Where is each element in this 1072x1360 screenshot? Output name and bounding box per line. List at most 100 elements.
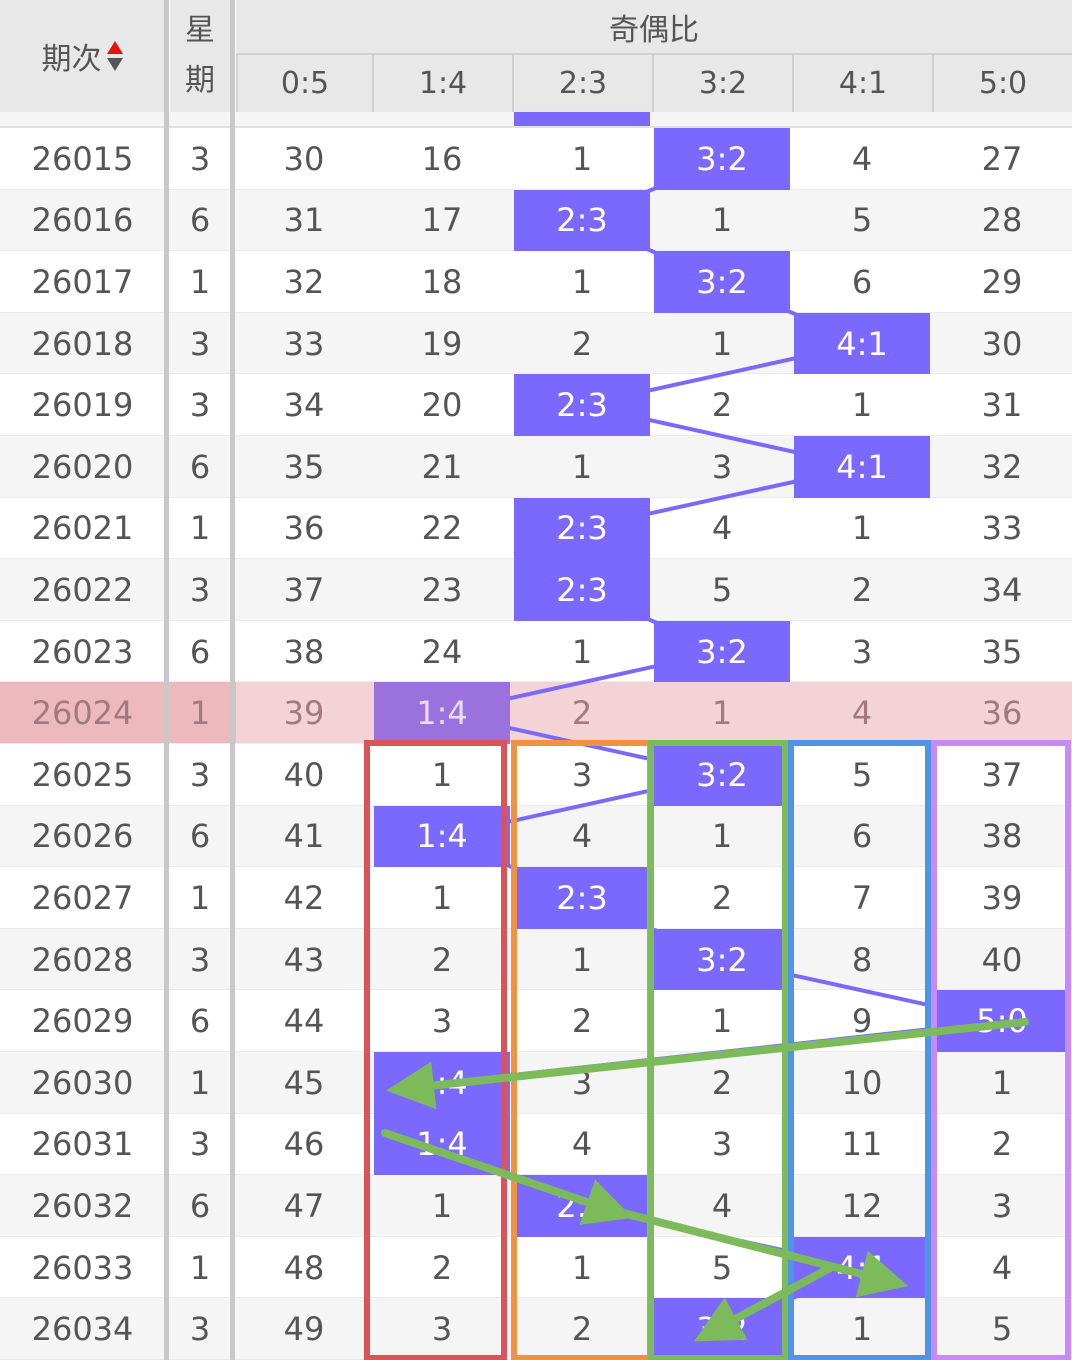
column-header-1-4: 1:4 — [372, 55, 512, 112]
weekday-cell: 1 — [189, 878, 211, 917]
count-cell: 27 — [981, 139, 1023, 178]
divider — [230, 0, 235, 1360]
count-cell: 3 — [571, 1063, 593, 1102]
count-cell: 31 — [981, 386, 1023, 425]
issue-cell: 26020 — [31, 447, 134, 486]
header-odd-even-ratio: 奇偶比 — [236, 0, 1072, 55]
hit-cell: 1:4 — [374, 682, 510, 744]
count-cell: 37 — [283, 570, 325, 609]
count-cell: 17 — [421, 201, 463, 240]
count-cell: 30 — [981, 324, 1023, 363]
count-cell: 4 — [711, 509, 733, 548]
issue-cell: 26021 — [31, 509, 134, 548]
column-header-2-3: 2:3 — [512, 55, 652, 112]
count-cell: 3 — [431, 1002, 453, 1041]
issue-cell: 26026 — [31, 817, 134, 856]
count-cell: 2 — [711, 1063, 733, 1102]
column-header-0-5: 0:5 — [236, 55, 372, 112]
count-cell: 6 — [851, 262, 873, 301]
weekday-cell: 3 — [189, 570, 211, 609]
hit-cell: 3:2 — [654, 620, 790, 683]
issue-cell: 26022 — [31, 570, 134, 609]
weekday-cell: 3 — [189, 1125, 211, 1164]
hit-cell: 5:0 — [934, 990, 1070, 1052]
count-cell: 43 — [283, 940, 325, 979]
count-cell: 2 — [571, 324, 593, 363]
hit-cell: 1:4 — [374, 1052, 510, 1114]
count-cell: 5 — [991, 1310, 1013, 1349]
count-cell: 22 — [421, 509, 463, 548]
count-cell: 3 — [711, 447, 733, 486]
count-cell: 1 — [431, 1186, 453, 1225]
hit-cell: 2:3 — [514, 189, 650, 252]
count-cell: 1 — [851, 509, 873, 548]
table-row[interactable] — [0, 251, 1072, 313]
hit-cell: 3:2 — [654, 1298, 790, 1360]
count-cell: 1 — [851, 386, 873, 425]
weekday-cell: 1 — [189, 509, 211, 548]
count-cell: 40 — [981, 940, 1023, 979]
issue-cell: 26030 — [31, 1063, 134, 1102]
count-cell: 1 — [711, 324, 733, 363]
count-cell: 28 — [981, 201, 1023, 240]
count-cell: 42 — [283, 878, 325, 917]
hit-cell: 4:1 — [794, 312, 930, 375]
count-cell: 3 — [431, 1310, 453, 1349]
count-cell: 5 — [851, 201, 873, 240]
hit-cell: 4:1 — [794, 436, 930, 498]
hit-cell: 3:2 — [654, 744, 790, 806]
weekday-cell: 6 — [189, 1186, 211, 1225]
column-header-5-0: 5:0 — [932, 55, 1072, 112]
count-cell: 21 — [421, 447, 463, 486]
hit-cell: 2:3 — [514, 867, 650, 929]
count-cell: 23 — [421, 570, 463, 609]
count-cell: 37 — [981, 755, 1023, 794]
sort-up-down-icon[interactable] — [106, 39, 124, 73]
count-cell: 3 — [711, 1125, 733, 1164]
issue-cell: 26017 — [31, 262, 134, 301]
issue-cell: 26028 — [31, 940, 134, 979]
count-cell: 39 — [981, 878, 1023, 917]
weekday-cell: 3 — [189, 1310, 211, 1349]
weekday-cell: 6 — [189, 201, 211, 240]
hit-cell: 1:4 — [374, 805, 510, 868]
count-cell: 5 — [851, 755, 873, 794]
count-cell: 2 — [571, 1002, 593, 1041]
issue-cell: 26018 — [31, 324, 134, 363]
count-cell: 2 — [571, 1310, 593, 1349]
weekday-cell: 1 — [189, 694, 211, 733]
count-cell: 5 — [711, 1248, 733, 1287]
issue-cell: 26034 — [31, 1310, 134, 1349]
count-cell: 19 — [421, 324, 463, 363]
count-cell: 4 — [851, 694, 873, 733]
count-cell: 1 — [571, 139, 593, 178]
count-cell: 12 — [841, 1186, 883, 1225]
header-issue-label: 期次 — [41, 42, 102, 77]
count-cell: 33 — [283, 324, 325, 363]
hit-cell: 3:2 — [654, 251, 790, 313]
count-cell: 1 — [711, 694, 733, 733]
hit-cell: 3:2 — [654, 928, 790, 991]
count-cell: 1 — [571, 447, 593, 486]
divider — [164, 0, 169, 1360]
count-cell: 7 — [851, 878, 873, 917]
count-cell: 36 — [283, 509, 325, 548]
count-cell: 1 — [711, 817, 733, 856]
count-cell: 38 — [283, 632, 325, 671]
table-row[interactable] — [0, 128, 1072, 190]
header-weekday-line2: 期 — [185, 63, 215, 98]
count-cell: 1 — [711, 1002, 733, 1041]
hit-cell: 1:4 — [374, 1113, 510, 1176]
weekday-cell: 1 — [189, 1248, 211, 1287]
weekday-cell: 3 — [189, 324, 211, 363]
count-cell: 1 — [711, 201, 733, 240]
count-cell: 38 — [981, 817, 1023, 856]
issue-cell: 26016 — [31, 201, 134, 240]
count-cell: 34 — [283, 386, 325, 425]
count-cell: 3 — [991, 1186, 1013, 1225]
weekday-cell: 3 — [189, 139, 211, 178]
issue-cell: 26029 — [31, 1002, 134, 1041]
hit-cell: 2:3 — [514, 1175, 650, 1237]
header-issue[interactable]: 期次 — [0, 0, 165, 112]
count-cell: 33 — [981, 509, 1023, 548]
